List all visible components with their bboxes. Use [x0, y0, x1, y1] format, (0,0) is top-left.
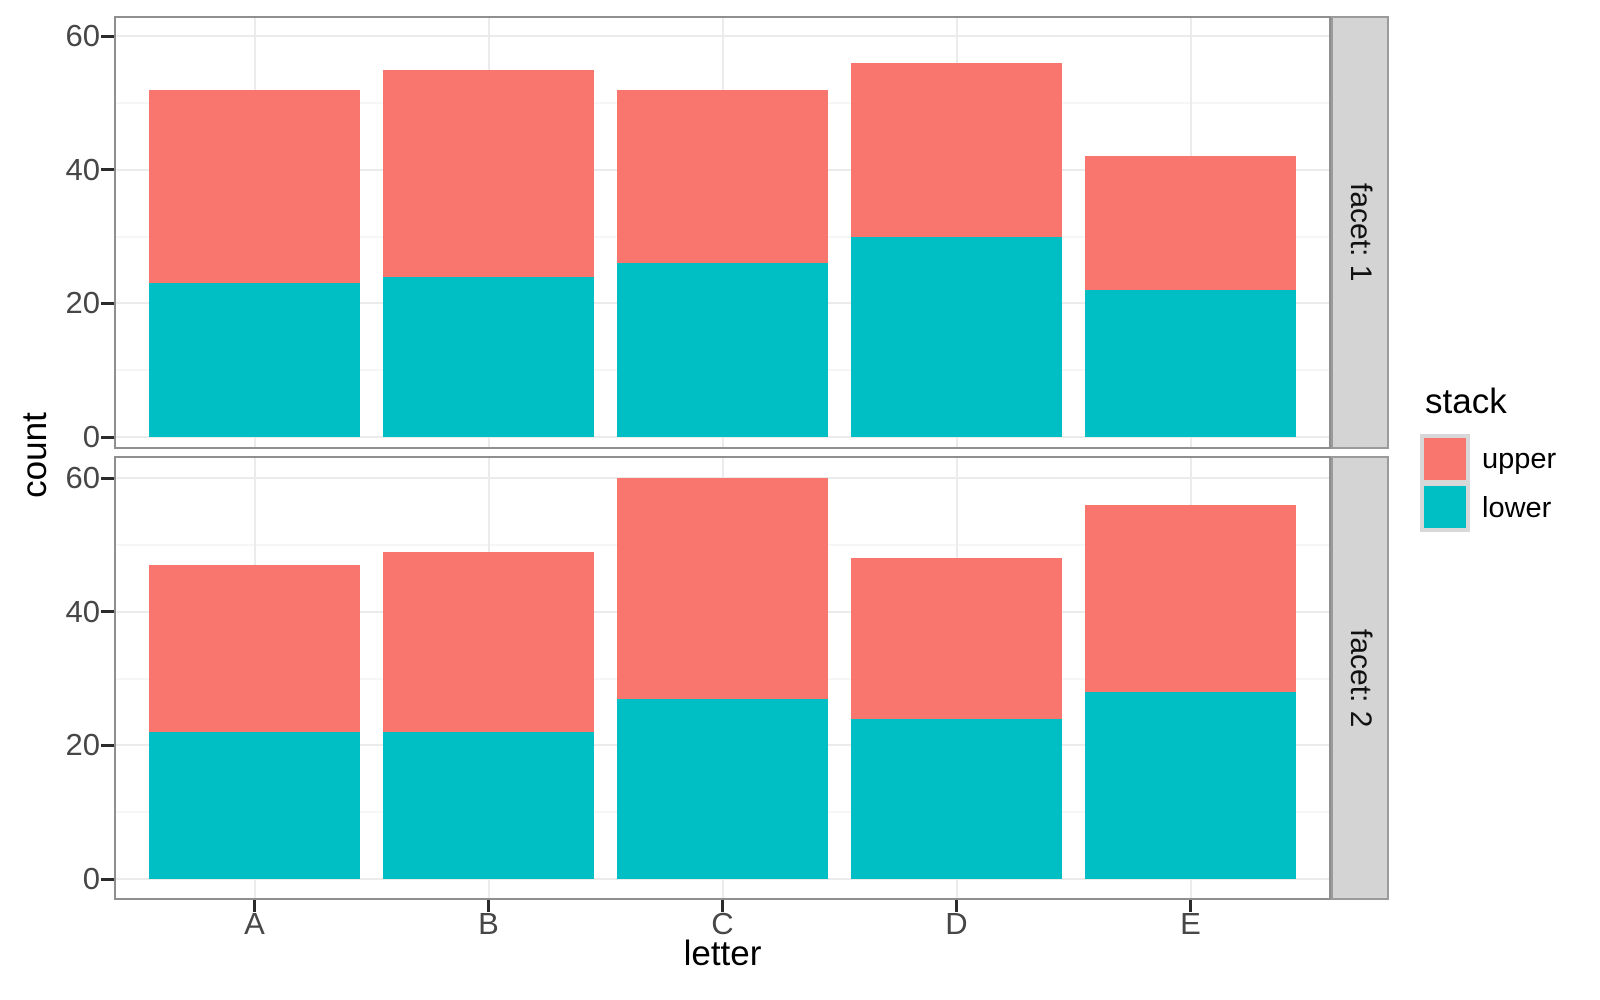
- y-tick: [101, 301, 114, 305]
- x-tick: [253, 900, 256, 912]
- x-tick: [1189, 900, 1192, 912]
- facet-strip-1: facet: 1: [1331, 16, 1389, 449]
- facet-strip-1-label: facet: 1: [1344, 183, 1377, 282]
- bar-1-E-lower: [1085, 290, 1296, 437]
- bar-1-B-upper: [383, 69, 594, 277]
- bar-2-A-upper: [149, 565, 360, 733]
- legend-keys: upper lower: [1420, 434, 1556, 532]
- x-tick-label: D: [945, 906, 968, 941]
- legend-entry-upper: upper: [1420, 434, 1556, 484]
- bar-2-A-lower: [149, 732, 360, 879]
- facet-strip-2-label: facet: 2: [1344, 628, 1377, 728]
- y-tick: [101, 877, 114, 881]
- bar-2-E-lower: [1085, 691, 1296, 879]
- bar-1-C-upper: [617, 89, 828, 264]
- legend-key-lower-swatch: [1420, 484, 1470, 532]
- x-tick: [721, 900, 724, 912]
- bar-1-A-upper: [149, 89, 360, 284]
- y-tick-label: 20: [65, 727, 100, 763]
- legend-entry-lower: lower: [1420, 484, 1556, 532]
- y-tick-label: 0: [82, 861, 100, 896]
- x-tick: [487, 900, 490, 912]
- y-tick-label: 60: [65, 18, 100, 54]
- y-tick: [101, 610, 114, 614]
- facet-panel-1: [114, 16, 1331, 449]
- y-tick: [101, 743, 114, 747]
- y-tick-label: 20: [65, 285, 100, 321]
- bar-2-E-upper: [1085, 504, 1296, 692]
- bar-1-D-upper: [851, 62, 1062, 237]
- y-tick-label: 60: [65, 460, 100, 496]
- facet-panel-2: [114, 456, 1331, 900]
- x-axis-title: letter: [683, 934, 762, 973]
- bar-1-D-lower: [851, 236, 1062, 437]
- legend-key-upper-swatch: [1420, 434, 1470, 484]
- y-tick: [101, 476, 114, 480]
- legend-title: stack: [1425, 382, 1507, 421]
- bar-1-E-upper: [1085, 156, 1296, 291]
- x-tick-label: B: [478, 906, 499, 941]
- legend-label-upper: upper: [1482, 442, 1557, 475]
- bar-1-A-lower: [149, 283, 360, 437]
- legend: stack upper lower: [1420, 382, 1556, 532]
- x-tick-label: C: [711, 906, 734, 941]
- legend-label-lower: lower: [1482, 491, 1552, 524]
- y-tick: [101, 168, 114, 172]
- bar-2-B-upper: [383, 551, 594, 733]
- bar-2-C-lower: [617, 698, 828, 879]
- bar-1-B-lower: [383, 276, 594, 437]
- bar-2-D-upper: [851, 558, 1062, 719]
- y-tick-label: 0: [82, 419, 100, 454]
- y-tick: [101, 34, 114, 38]
- bar-2-C-upper: [617, 478, 828, 699]
- bar-1-C-lower: [617, 263, 828, 437]
- x-tick-label: E: [1180, 906, 1201, 941]
- x-tick: [955, 900, 958, 912]
- y-tick-label: 40: [65, 593, 100, 629]
- facet-strip-2: facet: 2: [1331, 456, 1389, 900]
- bar-2-B-lower: [383, 732, 594, 879]
- bar-2-D-lower: [851, 718, 1062, 879]
- y-tick: [101, 435, 114, 439]
- y-tick-label: 40: [65, 151, 100, 187]
- x-tick-label: A: [244, 906, 265, 941]
